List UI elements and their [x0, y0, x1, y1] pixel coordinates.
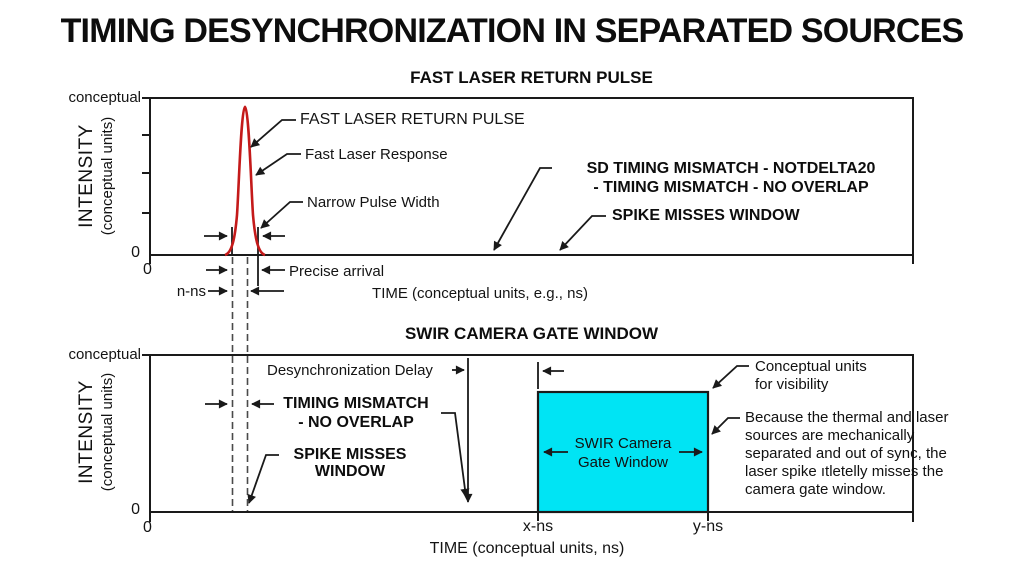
bottom-x-axis-label: TIME (conceptual units, ns): [429, 540, 625, 557]
precise-arrival-label: Precise arrival: [289, 263, 385, 280]
bottom-x-zero: 0: [143, 519, 152, 536]
sd-timing-mismatch-line1: SD TIMING MISMATCH - NOTDELTA20: [586, 160, 876, 177]
sd-timing-mismatch-line2: - TIMING MISMATCH - NO OVERLAP: [593, 179, 869, 196]
note-line-1: Because the thermal and laser: [745, 409, 949, 426]
n-ns-label: n-ns: [176, 283, 206, 300]
bottom-y-axis-line1: INTENSITY: [76, 380, 97, 484]
note-line-5: camera gate window.: [745, 481, 886, 498]
bottom-conceptual-label: conceptual: [68, 346, 141, 363]
laser-pulse-curve: [224, 105, 266, 257]
callout-sd-timing-mismatch: SD TIMING MISMATCH - NOTDELTA20 - TIMING…: [531, 159, 931, 197]
timing-mismatch-line2: - NO OVERLAP: [298, 414, 414, 431]
top-conceptual-label: conceptual: [68, 89, 141, 106]
bottom-callout-leaders: [247, 365, 749, 504]
callout-narrow-pulse-width: Narrow Pulse Width: [307, 194, 440, 211]
bottom-chart-title: SWIR CAMERA GATE WINDOW: [404, 324, 659, 343]
callout-fast-laser-return-pulse: FAST LASER RETURN PULSE: [300, 111, 525, 128]
desync-delay-label: Desynchronization Delay: [267, 362, 433, 379]
desync-delay-arrows: [452, 358, 564, 503]
explanation-note: Because the thermal and laser sources ar…: [745, 409, 948, 499]
bottom-y-zero: 0: [131, 501, 140, 518]
note-line-3: separated and out of sync, the: [745, 445, 947, 462]
timing-mismatch-line1: TIMING MISMATCH: [283, 395, 429, 412]
desync-dashed-guides: [231, 257, 249, 512]
callout-spike-misses-window-bottom: SPIKE MISSES WINDOW: [270, 446, 430, 480]
top-y-axis-label: INTENSITY (conceptual units): [76, 91, 118, 261]
bottom-y-axis-label: INTENSITY (conceptual units): [76, 347, 118, 517]
top-dimension-arrows: [204, 231, 285, 296]
top-x-zero: 0: [143, 261, 152, 278]
conceptual-units-line1: Conceptual units: [755, 358, 867, 375]
note-line-2: sources are mechanically: [745, 427, 915, 444]
top-y-axis-line1: INTENSITY: [76, 124, 97, 228]
bottom-y-axis-line2: (conceptual units): [99, 372, 116, 492]
top-chart-frame: [142, 97, 914, 264]
spike-misses-line1: SPIKE MISSES: [293, 446, 407, 463]
callout-fast-laser-response: Fast Laser Response: [305, 146, 448, 163]
top-chart-title: FAST LASER RETURN PULSE: [410, 68, 653, 87]
y-ns-tick-label: y-ns: [692, 518, 724, 535]
gate-window-line1: SWIR Camera: [574, 435, 672, 452]
top-y-zero: 0: [131, 244, 140, 261]
top-x-axis-label: TIME (conceptual units, e.g., ns): [372, 285, 588, 302]
page-title: TIMING DESYNCHRONIZATION IN SEPARATED SO…: [60, 12, 965, 50]
gate-window-line2: Gate Window: [577, 454, 669, 471]
callout-spike-misses-window-top: SPIKE MISSES WINDOW: [612, 207, 800, 224]
x-ns-tick-label: x-ns: [522, 518, 554, 535]
pulse-width-markers: [231, 227, 259, 286]
conceptual-units-line2: for visibility: [755, 376, 829, 393]
callout-timing-mismatch: TIMING MISMATCH - NO OVERLAP: [256, 394, 456, 432]
note-line-4: laser spike ıtletelly misses the: [745, 463, 944, 480]
top-callout-leaders: [250, 119, 606, 251]
gate-window-label: SWIR Camera Gate Window: [548, 434, 698, 472]
bottom-chart-frame: [142, 354, 914, 522]
top-y-axis-line2: (conceptual units): [99, 116, 116, 236]
spike-misses-line2: WINDOW: [314, 463, 386, 480]
conceptual-units-note: Conceptual units for visibility: [755, 358, 867, 394]
